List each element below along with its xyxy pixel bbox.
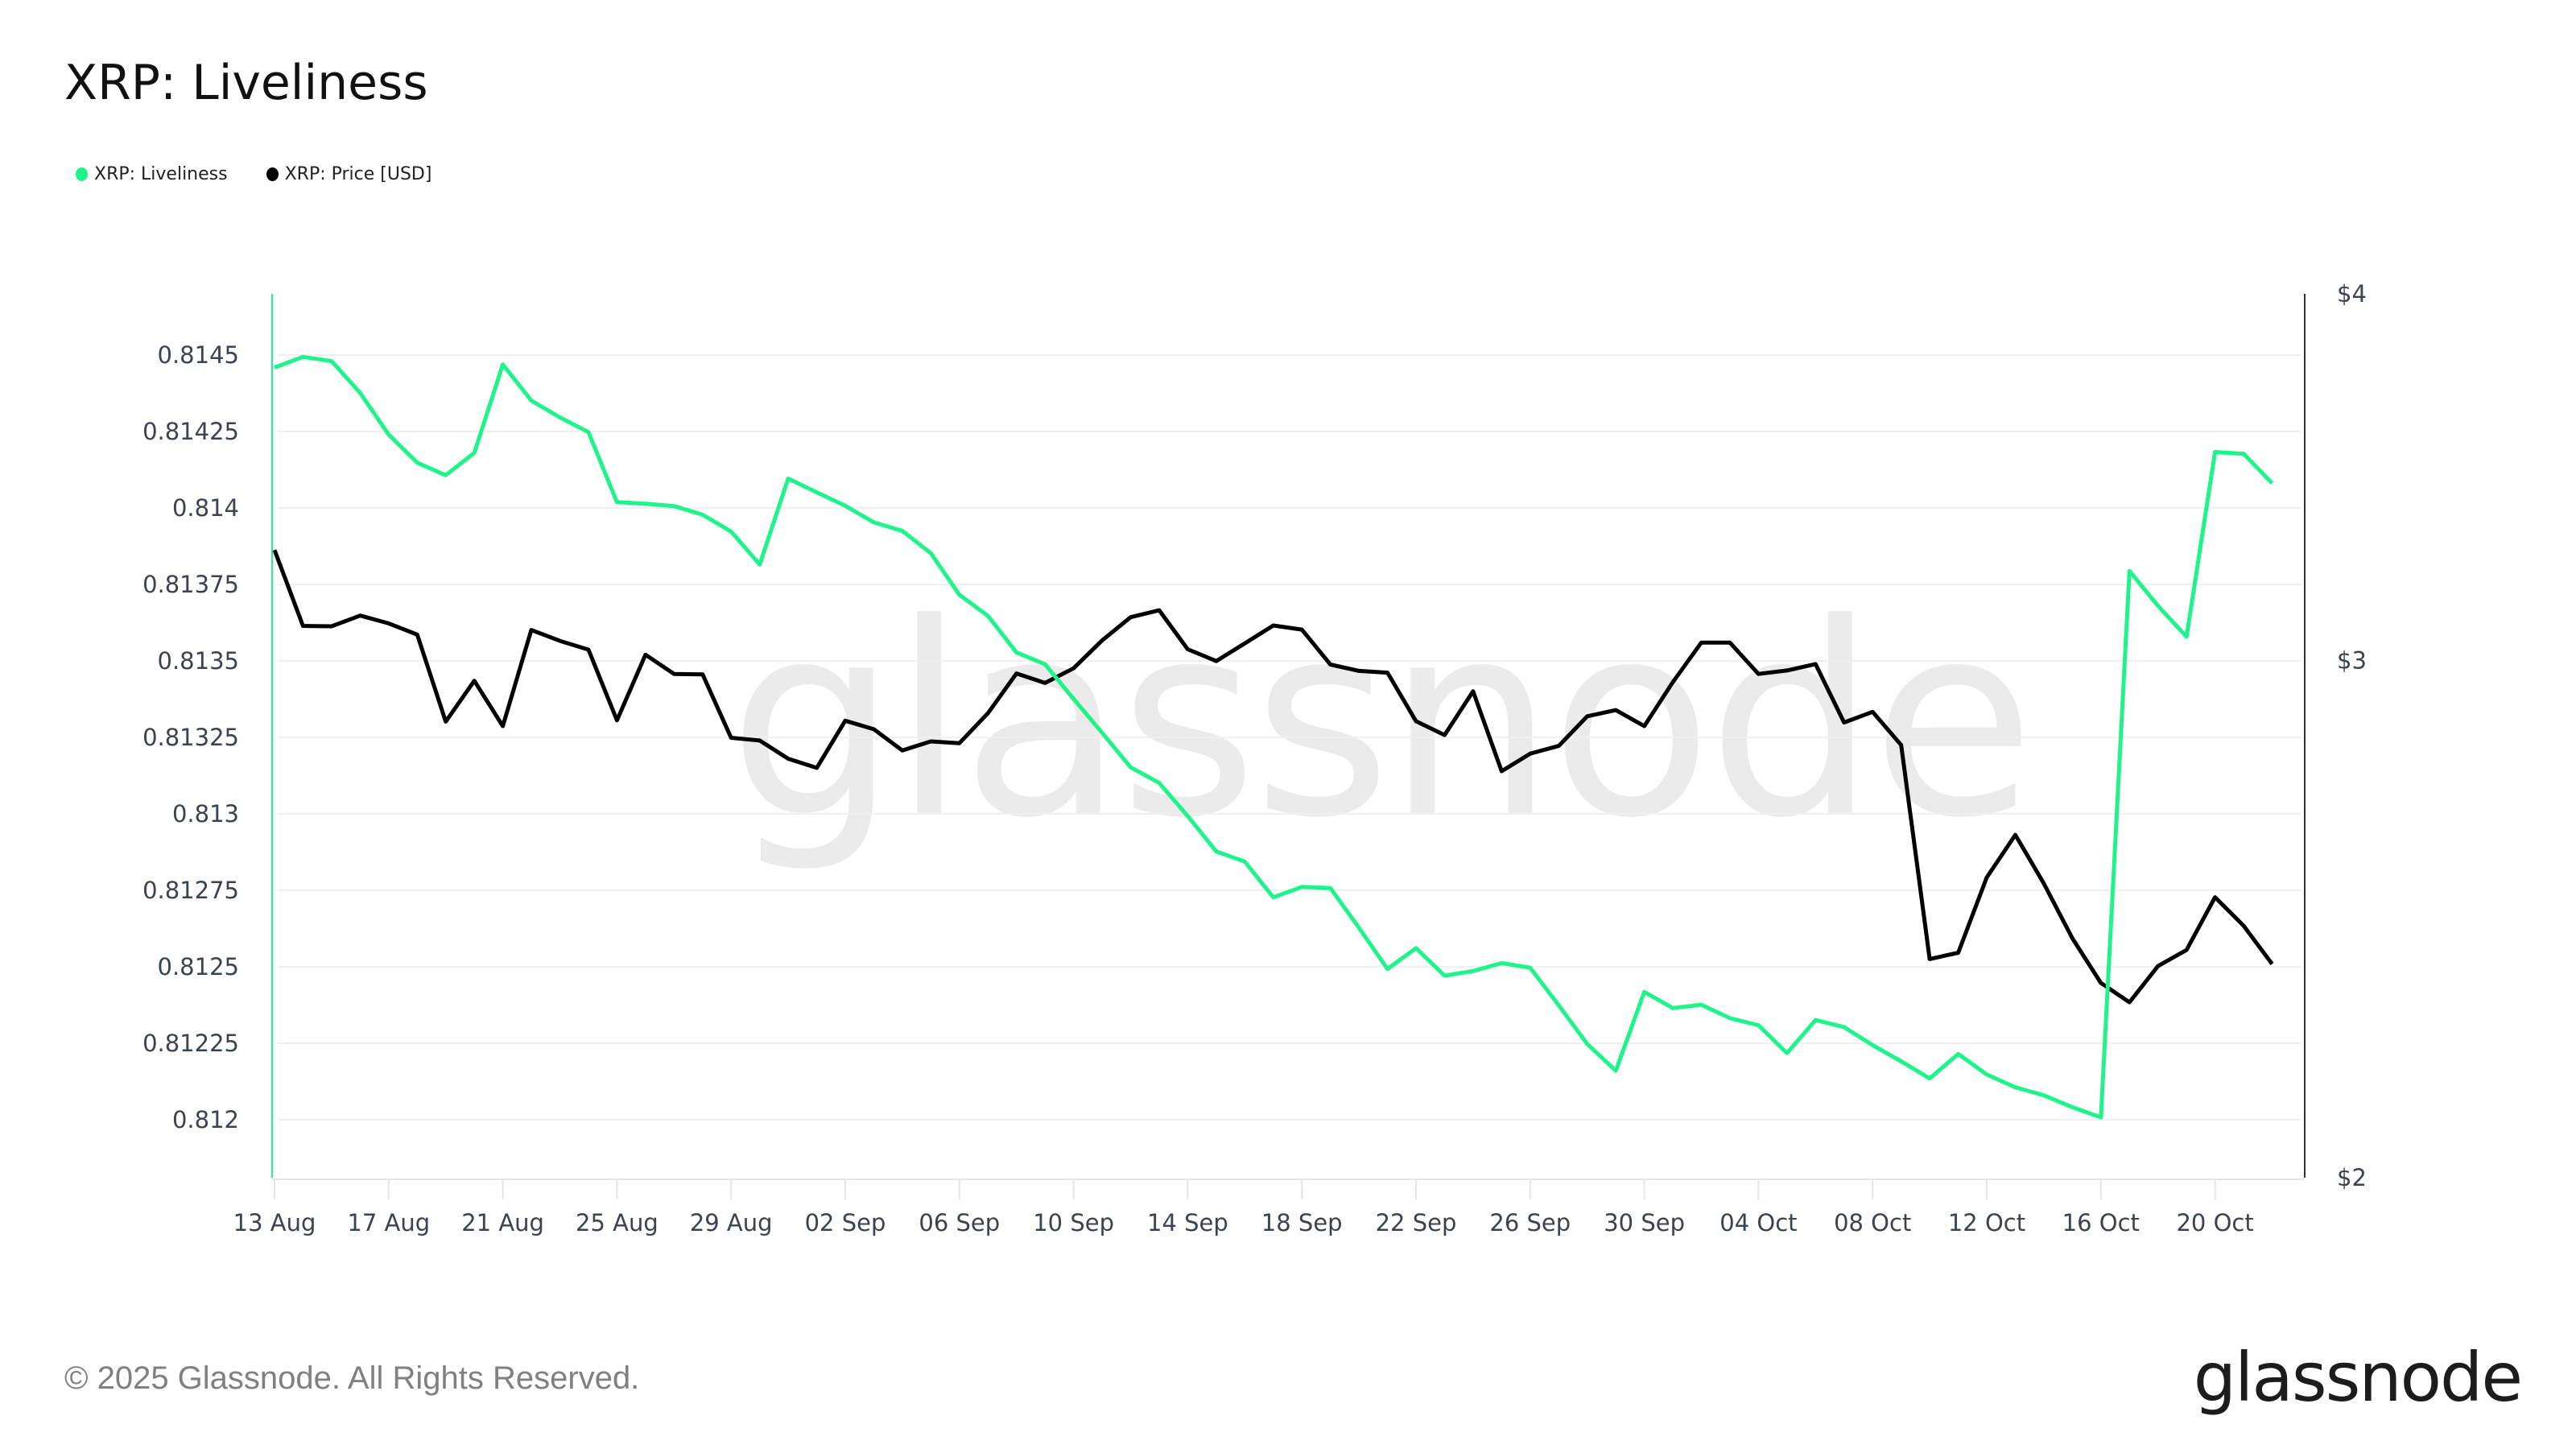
legend-item-liveliness[interactable]: XRP: Liveliness xyxy=(76,164,228,184)
copyright-text: © 2025 Glassnode. All Rights Reserved. xyxy=(64,1360,640,1396)
x-tick-label: 25 Aug xyxy=(576,1209,658,1236)
x-tick-label: 26 Sep xyxy=(1489,1209,1571,1236)
y-axis-right: $4 $3 $2 xyxy=(2337,280,2367,1191)
x-tick-label: 29 Aug xyxy=(690,1209,773,1236)
x-tick-label: 21 Aug xyxy=(461,1209,544,1236)
chart-title: XRP: Liveliness xyxy=(64,55,428,111)
x-tick-label: 12 Oct xyxy=(1948,1209,2025,1236)
price-line[interactable] xyxy=(272,549,2274,1005)
x-tick-label: 16 Oct xyxy=(2062,1209,2140,1236)
y-left-tick-label: 0.812 xyxy=(172,1106,239,1133)
x-tick-label: 02 Sep xyxy=(805,1209,886,1236)
watermark: glassnode xyxy=(729,567,2030,876)
legend-dot-price-icon xyxy=(266,167,279,181)
x-tick-label: 18 Sep xyxy=(1261,1209,1343,1236)
glassnode-logo: glassnode xyxy=(2193,1338,2523,1417)
y-left-tick-label: 0.8135 xyxy=(158,647,239,675)
y-right-tick-label: $3 xyxy=(2337,647,2367,675)
y-axis-left: 0.8145 0.81425 0.814 0.81375 0.8135 0.81325 0.… xyxy=(142,341,239,1133)
x-tick-label: 06 Sep xyxy=(919,1209,1000,1236)
legend-item-price[interactable]: XRP: Price [USD] xyxy=(266,164,432,184)
legend-dot-liveliness-icon xyxy=(76,167,88,181)
y-left-tick-label: 0.814 xyxy=(172,494,239,522)
legend-label-liveliness: XRP: Liveliness xyxy=(94,164,228,184)
gridlines xyxy=(278,354,2301,1121)
x-tick-label: 13 Aug xyxy=(233,1209,316,1236)
x-tick-label: 04 Oct xyxy=(1719,1209,1797,1236)
y-right-tick-label: $4 xyxy=(2337,280,2367,308)
y-left-tick-label: 0.813 xyxy=(172,800,239,828)
x-axis: 13 Aug 17 Aug 21 Aug 25 Aug 29 Aug 02 Sep 06 S… xyxy=(233,1180,2254,1236)
x-tick-label: 14 Sep xyxy=(1147,1209,1228,1236)
y-left-tick-label: 0.81225 xyxy=(142,1030,239,1057)
y-left-tick-label: 0.8145 xyxy=(158,341,239,369)
y-left-tick-label: 0.81325 xyxy=(142,724,239,751)
y-left-tick-label: 0.81375 xyxy=(142,571,239,598)
legend: XRP: Liveliness XRP: Price [USD] xyxy=(76,164,431,184)
x-tick-label: 20 Oct xyxy=(2176,1209,2253,1236)
x-tick-label: 22 Sep xyxy=(1376,1209,1457,1236)
y-right-tick-label: $2 xyxy=(2337,1164,2367,1191)
y-left-tick-label: 0.8125 xyxy=(158,953,239,980)
x-tick-label: 17 Aug xyxy=(347,1209,430,1236)
liveliness-line[interactable] xyxy=(274,354,2274,1120)
x-tick-label: 10 Sep xyxy=(1033,1209,1114,1236)
y-left-tick-label: 0.81275 xyxy=(142,877,239,904)
legend-label-price: XRP: Price [USD] xyxy=(284,164,432,184)
y-left-tick-label: 0.81425 xyxy=(142,418,239,445)
x-tick-label: 30 Sep xyxy=(1604,1209,1685,1236)
x-tick-label: 08 Oct xyxy=(1834,1209,1911,1236)
